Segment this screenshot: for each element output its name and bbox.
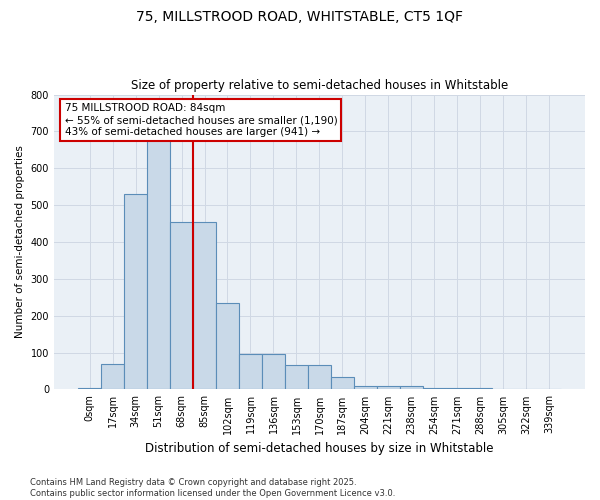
Bar: [469, 388, 492, 390]
Bar: [78, 388, 101, 390]
Y-axis label: Number of semi-detached properties: Number of semi-detached properties: [15, 146, 25, 338]
Text: 75 MILLSTROOD ROAD: 84sqm
← 55% of semi-detached houses are smaller (1,190)
43% : 75 MILLSTROOD ROAD: 84sqm ← 55% of semi-…: [65, 104, 337, 136]
Bar: [262, 354, 285, 390]
Bar: [101, 364, 124, 390]
Bar: [308, 366, 331, 390]
Text: 75, MILLSTROOD ROAD, WHITSTABLE, CT5 1QF: 75, MILLSTROOD ROAD, WHITSTABLE, CT5 1QF: [137, 10, 464, 24]
Bar: [124, 194, 147, 390]
Bar: [377, 386, 400, 390]
Bar: [354, 386, 377, 390]
Title: Size of property relative to semi-detached houses in Whitstable: Size of property relative to semi-detach…: [131, 79, 508, 92]
Bar: [446, 388, 469, 390]
Bar: [400, 386, 423, 390]
Bar: [193, 222, 216, 390]
X-axis label: Distribution of semi-detached houses by size in Whitstable: Distribution of semi-detached houses by …: [145, 442, 494, 455]
Bar: [285, 366, 308, 390]
Bar: [423, 388, 446, 390]
Bar: [170, 222, 193, 390]
Text: Contains HM Land Registry data © Crown copyright and database right 2025.
Contai: Contains HM Land Registry data © Crown c…: [30, 478, 395, 498]
Bar: [239, 354, 262, 390]
Bar: [331, 376, 354, 390]
Bar: [147, 139, 170, 390]
Bar: [216, 303, 239, 390]
